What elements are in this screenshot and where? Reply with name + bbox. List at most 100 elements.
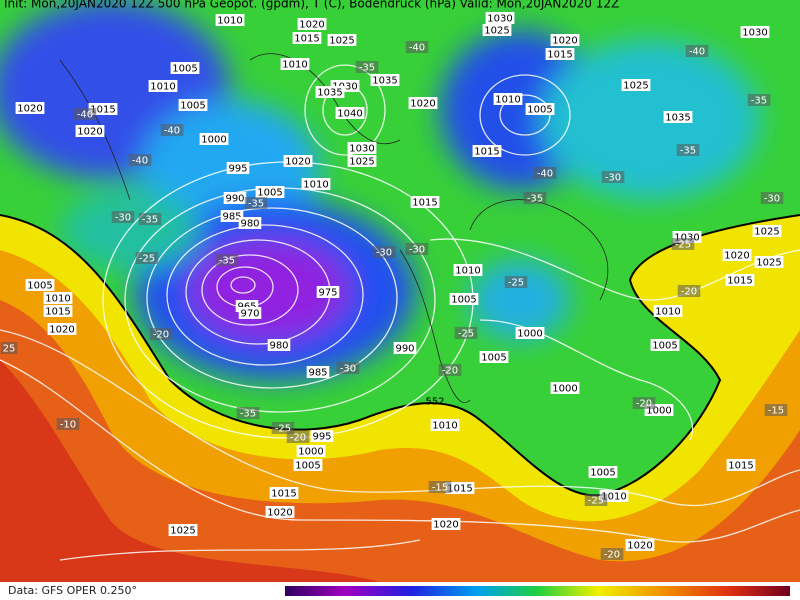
temperature-label-box <box>676 144 700 156</box>
isobar-label: 985 <box>306 366 330 379</box>
isobar-label-box <box>370 74 400 86</box>
isobar-label-text: 980 <box>269 341 288 352</box>
temperature-label-text: -30 <box>115 213 131 224</box>
isobar-label-text: 1025 <box>756 258 781 269</box>
temperature-label: -30 <box>760 192 784 205</box>
isobar-label-box <box>430 419 460 431</box>
isobar-label-box <box>47 323 77 335</box>
isobar-label-box <box>588 466 618 478</box>
isobar-label-box <box>199 133 229 145</box>
temperature-label: -20 <box>438 364 462 377</box>
temperature-label-text: -20 <box>681 287 697 298</box>
temperature-label-text: -40 <box>164 126 180 137</box>
isobar-label-box <box>75 125 105 137</box>
isobar-label: 1020 <box>431 518 461 531</box>
temperature-label: -30 <box>372 246 396 259</box>
isobar-label-box <box>722 249 752 261</box>
isobar-label-text: 1020 <box>285 157 310 168</box>
temperature-label-box <box>632 397 656 409</box>
isobar-label-box <box>255 186 285 198</box>
isobar-label: 980 <box>238 217 262 230</box>
isobar-label-text: 1010 <box>303 180 328 191</box>
isobar-label: 1005 <box>25 279 55 292</box>
isobar-label-text: 1015 <box>447 484 472 495</box>
isobar-label: 970 <box>238 307 262 320</box>
isobar-label-box <box>650 339 680 351</box>
temperature-label-box <box>600 548 624 560</box>
temperature-label-text: -30 <box>764 194 780 205</box>
isobar-label-text: 1015 <box>727 276 752 287</box>
isobar-label-box <box>296 445 326 457</box>
isobar-label-box <box>15 102 45 114</box>
isobar-label: 1000 <box>515 327 545 340</box>
color-scale <box>285 586 790 596</box>
temperature-label-text: -20 <box>153 330 169 341</box>
isobar-label-box <box>550 382 580 394</box>
isobar-label-text: 1030 <box>349 144 374 155</box>
isobar-label: 1015 <box>410 196 440 209</box>
isobar-label-text: 1015 <box>547 50 572 61</box>
isobar-label-box <box>148 80 178 92</box>
isobar-label: 985 <box>220 210 244 223</box>
isobar-label-text: 1005 <box>172 64 197 75</box>
temperature-label-text: -20 <box>442 366 458 377</box>
temperature-label: -35 <box>676 144 700 157</box>
isobar-label: 1015 <box>43 305 73 318</box>
temperature-label-text: -25 <box>139 254 155 265</box>
temperature-label-text: -25 <box>458 329 474 340</box>
isobar-label-text: 990 <box>225 194 244 205</box>
isobar-label-box <box>265 506 295 518</box>
isobar-label: 1025 <box>168 524 198 537</box>
temperature-label-box <box>685 45 709 57</box>
temperature-label-text: -25 <box>588 496 604 507</box>
temperature-label-box <box>533 167 557 179</box>
temperature-label-box <box>355 61 379 73</box>
temperature-label: -25 <box>671 238 695 251</box>
isobar-label-text: 1000 <box>201 135 226 146</box>
isobar-label-text: 1035 <box>665 113 690 124</box>
isobar-label: 1010 <box>148 80 178 93</box>
isobar-label-box <box>625 539 655 551</box>
isobar-label-text: 1010 <box>45 294 70 305</box>
isobar-label: 1010 <box>453 264 483 277</box>
temperature-label-text: -25 <box>508 278 524 289</box>
isobar-label-box <box>653 305 683 317</box>
isobar-label-text: 1005 <box>180 101 205 112</box>
isobar-label-box <box>297 18 327 30</box>
isobar-label-text: 1005 <box>451 295 476 306</box>
isobar-label: 1005 <box>170 62 200 75</box>
isobar-label-box <box>220 210 244 222</box>
temperature-label-text: -35 <box>240 409 256 420</box>
isobar-label-text: 1025 <box>329 36 354 47</box>
isobar-label-text: 1035 <box>317 88 342 99</box>
temperature-label-text: -30 <box>605 173 621 184</box>
isobar-label-box <box>752 225 782 237</box>
geopotential-label: 552 <box>425 397 444 408</box>
isobar-label: 1025 <box>754 256 784 269</box>
isobar-label-box <box>267 339 291 351</box>
temperature-label: -20 <box>677 285 701 298</box>
temperature-label-box <box>760 192 784 204</box>
isobar-label-text: 975 <box>318 288 337 299</box>
isobar-label-box <box>525 103 555 115</box>
temperature-label-text: -20 <box>604 550 620 561</box>
temperature-label: -35 <box>215 254 239 267</box>
isobar-label-text: 1000 <box>517 329 542 340</box>
temperature-label: -40 <box>160 124 184 137</box>
temperature-label-text: -20 <box>636 399 652 410</box>
isobar-label: 1020 <box>550 34 580 47</box>
isobar-label-box <box>238 217 262 229</box>
isobar-label: 1000 <box>199 133 229 146</box>
isobar-label-text: 1005 <box>27 281 52 292</box>
temperature-label: -40 <box>405 41 429 54</box>
isobar-label-text: 1005 <box>590 468 615 479</box>
isobar-label: 1000 <box>296 445 326 458</box>
isobar-label: 990 <box>223 192 247 205</box>
temperature-label: -30 <box>336 362 360 375</box>
isobar-label-box <box>335 107 365 119</box>
isobar-label: 1010 <box>301 178 331 191</box>
isobar-label-text: 1030 <box>332 82 357 93</box>
temperature-label-text: -35 <box>219 256 235 267</box>
isobar-label: 1020 <box>283 155 313 168</box>
temperature-label-box <box>584 494 608 506</box>
